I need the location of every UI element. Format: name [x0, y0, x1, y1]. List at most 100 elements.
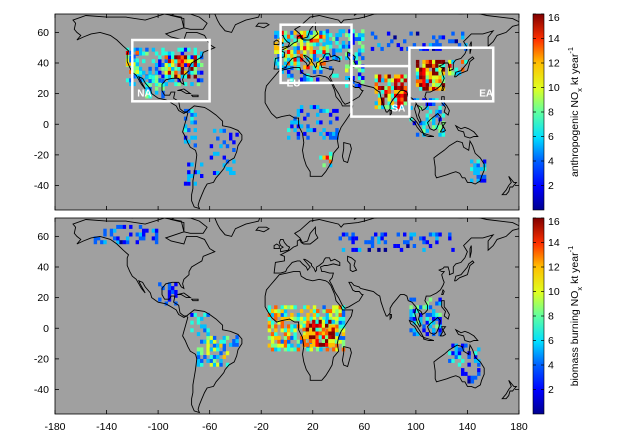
grid-cell — [438, 75, 441, 79]
grid-cell — [306, 324, 309, 328]
grid-cell — [312, 320, 315, 324]
grid-cell — [388, 82, 391, 86]
grid-cell — [355, 33, 358, 37]
grid-cell — [197, 363, 200, 367]
grid-cell — [339, 321, 342, 325]
grid-cell — [432, 233, 435, 237]
x-tick-label: 180 — [510, 421, 528, 433]
grid-cell — [438, 110, 441, 114]
grid-cell — [293, 324, 296, 328]
grid-cell — [358, 41, 361, 45]
grid-cell — [419, 236, 422, 240]
grid-cell — [316, 120, 319, 124]
grid-cell — [429, 298, 432, 302]
grid-cell — [303, 317, 306, 321]
grid-cell — [429, 87, 432, 91]
grid-cell — [458, 363, 461, 367]
grid-cell — [281, 344, 284, 348]
grid-cell — [397, 43, 400, 47]
grid-cell — [293, 336, 296, 340]
grid-cell — [271, 347, 274, 351]
grid-cell — [438, 125, 441, 129]
grid-cell — [435, 313, 438, 317]
grid-cell — [197, 170, 200, 174]
grid-cell — [448, 233, 451, 237]
grid-cell — [355, 52, 358, 56]
grid-cell — [328, 343, 331, 347]
grid-cell — [136, 58, 139, 62]
grid-cell — [371, 32, 374, 36]
grid-cell — [380, 233, 383, 237]
grid-cell — [388, 94, 391, 98]
y-tick-label: 40 — [37, 58, 49, 70]
grid-cell — [467, 376, 470, 380]
grid-cell — [190, 113, 193, 117]
grid-cell — [432, 75, 435, 79]
grid-cell — [426, 117, 429, 121]
grid-cell — [326, 29, 329, 33]
grid-cell — [404, 78, 407, 82]
grid-cell — [274, 35, 277, 39]
region-label-sa: SA — [391, 104, 405, 115]
grid-cell — [329, 120, 332, 124]
grid-cell — [455, 68, 458, 72]
grid-cell — [287, 332, 290, 336]
grid-cell — [126, 240, 129, 244]
grid-cell — [284, 58, 287, 62]
grid-cell — [319, 66, 322, 70]
grid-cell — [315, 324, 318, 328]
grid-cell — [303, 65, 306, 69]
grid-cell — [284, 309, 287, 313]
grid-cell — [303, 328, 306, 332]
grid-cell — [422, 248, 425, 252]
grid-cell — [274, 313, 277, 317]
grid-cell — [274, 336, 277, 340]
grid-cell — [416, 64, 419, 68]
grid-cell — [181, 48, 184, 52]
grid-cell — [426, 129, 429, 133]
grid-cell — [300, 46, 303, 50]
grid-cell — [306, 317, 309, 321]
grid-cell — [326, 132, 329, 136]
grid-cell — [313, 70, 316, 74]
grid-cell — [361, 80, 364, 84]
grid-cell — [232, 160, 235, 164]
grid-cell — [200, 324, 203, 328]
grid-cell — [419, 305, 422, 309]
grid-cell — [152, 229, 155, 233]
grid-cell — [397, 86, 400, 90]
grid-cell — [429, 60, 432, 64]
grid-cell — [94, 240, 97, 244]
grid-cell — [168, 290, 171, 294]
colorbar-tick-label: 6 — [548, 335, 554, 347]
y-tick-label: 60 — [37, 231, 49, 243]
grid-cell — [358, 248, 361, 252]
grid-cell — [426, 321, 429, 325]
grid-cell — [400, 75, 403, 79]
grid-cell — [181, 63, 184, 67]
colorbar-tick-label: 8 — [548, 107, 554, 119]
grid-cell — [429, 71, 432, 75]
grid-cell — [422, 305, 425, 309]
grid-cell — [404, 75, 407, 79]
grid-cell — [342, 313, 345, 317]
grid-cell — [290, 336, 293, 340]
grid-cell — [142, 229, 145, 233]
grid-cell — [190, 313, 193, 317]
grid-cell — [419, 87, 422, 91]
grid-cell — [332, 37, 335, 41]
grid-cell — [332, 309, 335, 313]
grid-cell — [310, 50, 313, 54]
grid-cell — [168, 52, 171, 56]
grid-cell — [203, 324, 206, 328]
grid-cell — [310, 105, 313, 109]
grid-cell — [161, 48, 164, 52]
grid-cell — [148, 71, 151, 75]
grid-cell — [381, 78, 384, 82]
grid-cell — [197, 317, 200, 321]
grid-cell — [171, 52, 174, 56]
grid-cell — [313, 105, 316, 109]
grid-cell — [194, 48, 197, 52]
grid-cell — [342, 41, 345, 45]
grid-cell — [194, 75, 197, 79]
